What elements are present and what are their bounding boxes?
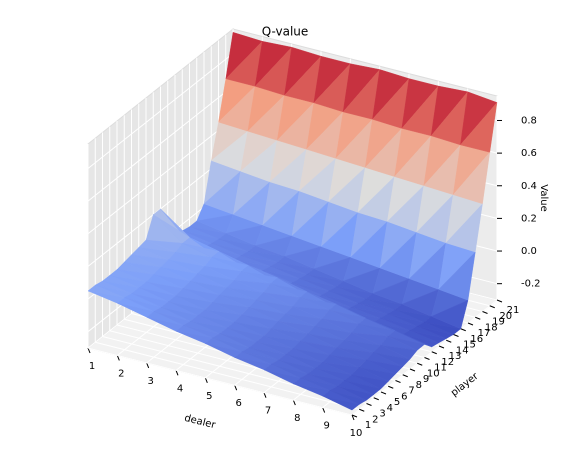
tick-mark: [460, 328, 466, 332]
tick-mark: [402, 374, 408, 378]
surface-facet: [366, 359, 404, 375]
y-tick-label: 19: [492, 317, 505, 328]
tick-mark: [204, 377, 208, 383]
x-tick-label: 10: [350, 428, 363, 439]
x-tick-label: 3: [147, 376, 153, 387]
tick-mark: [292, 399, 296, 406]
y-tick-label: 9: [423, 374, 429, 385]
tick-mark: [417, 362, 423, 366]
tick-mark: [175, 370, 179, 376]
tick-mark: [475, 316, 481, 320]
tick-mark: [438, 345, 445, 349]
y-tick-label: 15: [463, 340, 476, 351]
y-tick-label: 2: [372, 414, 378, 425]
tick-mark: [496, 299, 503, 303]
z-tick-label: 0.8: [521, 115, 537, 126]
z-tick-label: 0.0: [521, 246, 537, 257]
tick-mark: [431, 351, 437, 355]
y-tick-label: 3: [379, 409, 385, 420]
y-tick-label: 21: [507, 305, 520, 316]
surface-facet: [387, 336, 425, 351]
x-tick-label: 7: [265, 406, 271, 417]
surface-facet: [337, 386, 375, 401]
z-tick-label: 0.6: [521, 148, 537, 159]
y-tick-label: 16: [470, 334, 483, 345]
y-axis-label: player: [449, 370, 481, 399]
surface-facet: [329, 390, 368, 405]
tick-mark: [351, 414, 358, 418]
y-tick-label: 7: [408, 386, 414, 397]
y-tick-label: 14: [456, 345, 469, 356]
y-tick-label: 8: [416, 380, 422, 391]
x-tick-label: 6: [235, 398, 241, 409]
x-tick-label: 4: [177, 383, 183, 394]
grid-line: [95, 341, 360, 410]
y-tick-label: 17: [478, 328, 491, 339]
surface-facet: [380, 345, 418, 360]
surface-facet: [452, 151, 491, 205]
y-tick-label: 13: [449, 351, 462, 362]
tick-mark: [482, 311, 488, 314]
tick-mark: [263, 392, 267, 398]
x-tick-label: 8: [294, 413, 300, 424]
y-tick-label: 20: [499, 311, 512, 322]
y-tick-label: 12: [441, 357, 454, 368]
tick-mark: [351, 414, 355, 421]
y-tick-label: 6: [401, 391, 407, 402]
z-tick-label: 0.2: [521, 213, 537, 224]
tick-mark: [453, 334, 459, 337]
surface-facet: [430, 299, 469, 330]
surface-facet: [351, 374, 389, 389]
surface-facet: [438, 251, 476, 301]
tick-mark: [489, 305, 495, 309]
chart-title: Q-value: [262, 25, 309, 39]
surface-facet: [344, 380, 382, 395]
y-tick-label: 5: [394, 397, 400, 408]
x-tick-label: 1: [89, 361, 95, 372]
tick-mark: [87, 347, 91, 354]
surface-facet: [460, 101, 498, 153]
y-tick-label: 11: [434, 363, 447, 374]
tick-mark: [395, 380, 401, 383]
grid-line: [87, 53, 234, 169]
surface-facet: [416, 326, 455, 339]
y-tick-label: 18: [485, 322, 498, 333]
surface-facet: [445, 203, 483, 253]
tick-mark: [373, 397, 379, 401]
tick-mark: [146, 362, 150, 369]
tick-mark: [388, 385, 394, 389]
tick-mark: [380, 391, 387, 395]
grid-line: [87, 85, 234, 202]
tick-mark: [234, 385, 238, 391]
x-tick-label: 5: [206, 391, 212, 402]
surface-facet: [322, 395, 360, 411]
y-tick-label: 1: [365, 420, 371, 431]
surface-facet: [395, 330, 432, 348]
x-tick-label: 2: [118, 368, 124, 379]
surface-facet: [373, 352, 411, 367]
tick-mark: [366, 403, 372, 406]
x-axis-label: dealer: [183, 413, 217, 432]
tick-mark: [322, 407, 326, 413]
tick-mark: [446, 339, 452, 343]
grid-line: [87, 347, 353, 416]
x-tick-label: 9: [323, 421, 329, 432]
z-tick-label: -0.2: [521, 279, 541, 290]
z-tick-label: 0.4: [521, 181, 537, 192]
tick-mark: [467, 322, 474, 326]
tick-mark: [116, 355, 120, 361]
tick-mark: [359, 408, 365, 412]
z-axis-label: Value: [538, 184, 549, 211]
tick-mark: [424, 357, 430, 360]
surface-facet: [424, 322, 462, 335]
y-tick-label: 10: [427, 368, 440, 379]
grid-line: [87, 118, 234, 235]
tick-mark: [409, 368, 416, 372]
y-tick-label: 4: [387, 403, 393, 414]
surface-facet: [409, 330, 447, 343]
surface-facet: [358, 367, 396, 382]
